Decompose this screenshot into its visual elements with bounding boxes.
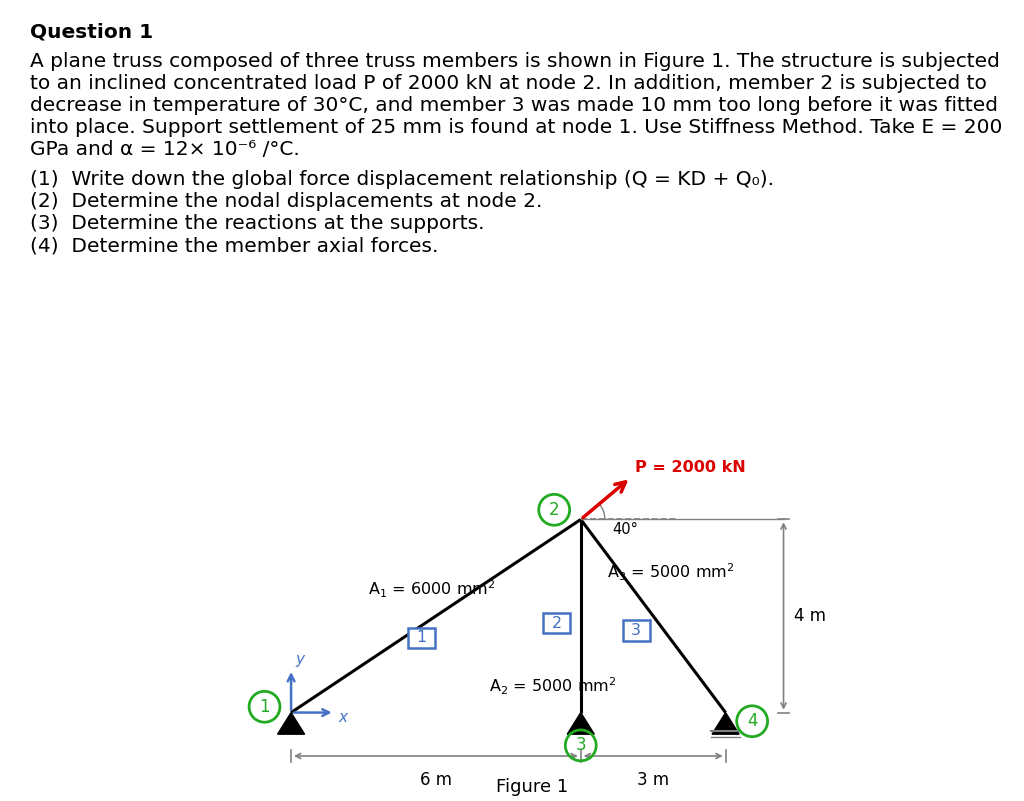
Text: 6 m: 6 m bbox=[420, 771, 452, 790]
Polygon shape bbox=[278, 713, 304, 735]
FancyBboxPatch shape bbox=[409, 628, 435, 648]
Text: 40°: 40° bbox=[612, 522, 638, 537]
Text: 3: 3 bbox=[631, 623, 641, 638]
Text: Figure 1: Figure 1 bbox=[497, 778, 568, 795]
Text: (3)  Determine the reactions at the supports.: (3) Determine the reactions at the suppo… bbox=[30, 214, 484, 233]
Text: (4)  Determine the member axial forces.: (4) Determine the member axial forces. bbox=[30, 236, 438, 255]
Text: y: y bbox=[295, 652, 304, 666]
Text: (2)  Determine the nodal displacements at node 2.: (2) Determine the nodal displacements at… bbox=[30, 192, 543, 211]
Polygon shape bbox=[567, 713, 594, 735]
Text: A plane truss composed of three truss members is shown in Figure 1. The structur: A plane truss composed of three truss me… bbox=[30, 52, 999, 71]
Text: 2: 2 bbox=[552, 616, 562, 630]
Text: 4: 4 bbox=[746, 712, 758, 731]
FancyBboxPatch shape bbox=[544, 613, 570, 634]
Text: x: x bbox=[338, 710, 347, 725]
FancyBboxPatch shape bbox=[623, 620, 649, 641]
Text: 4 m: 4 m bbox=[795, 607, 826, 625]
Text: (1)  Write down the global force displacement relationship (Q = KD + Q₀).: (1) Write down the global force displace… bbox=[30, 170, 774, 189]
Text: GPa and α = 12× 10⁻⁶ /°C.: GPa and α = 12× 10⁻⁶ /°C. bbox=[30, 140, 300, 159]
Text: to an inclined concentrated load P of 2000 kN at node 2. In addition, member 2 i: to an inclined concentrated load P of 20… bbox=[30, 74, 987, 93]
Text: P = 2000 kN: P = 2000 kN bbox=[635, 460, 745, 475]
Polygon shape bbox=[712, 713, 739, 735]
Text: 1: 1 bbox=[259, 698, 270, 716]
Text: Question 1: Question 1 bbox=[30, 22, 154, 41]
Text: 1: 1 bbox=[417, 630, 427, 646]
Text: into place. Support settlement of 25 mm is found at node 1. Use Stiffness Method: into place. Support settlement of 25 mm … bbox=[30, 118, 1002, 137]
Text: A$_1$ = 6000 mm$^2$: A$_1$ = 6000 mm$^2$ bbox=[369, 579, 496, 600]
Text: A$_2$ = 5000 mm$^2$: A$_2$ = 5000 mm$^2$ bbox=[489, 675, 616, 697]
Text: 3 m: 3 m bbox=[637, 771, 670, 790]
Text: A$_3$ = 5000 mm$^2$: A$_3$ = 5000 mm$^2$ bbox=[607, 562, 734, 583]
Text: decrease in temperature of 30°C, and member 3 was made 10 mm too long before it : decrease in temperature of 30°C, and mem… bbox=[30, 96, 998, 115]
Text: 2: 2 bbox=[549, 501, 559, 519]
Text: 3: 3 bbox=[575, 736, 586, 755]
